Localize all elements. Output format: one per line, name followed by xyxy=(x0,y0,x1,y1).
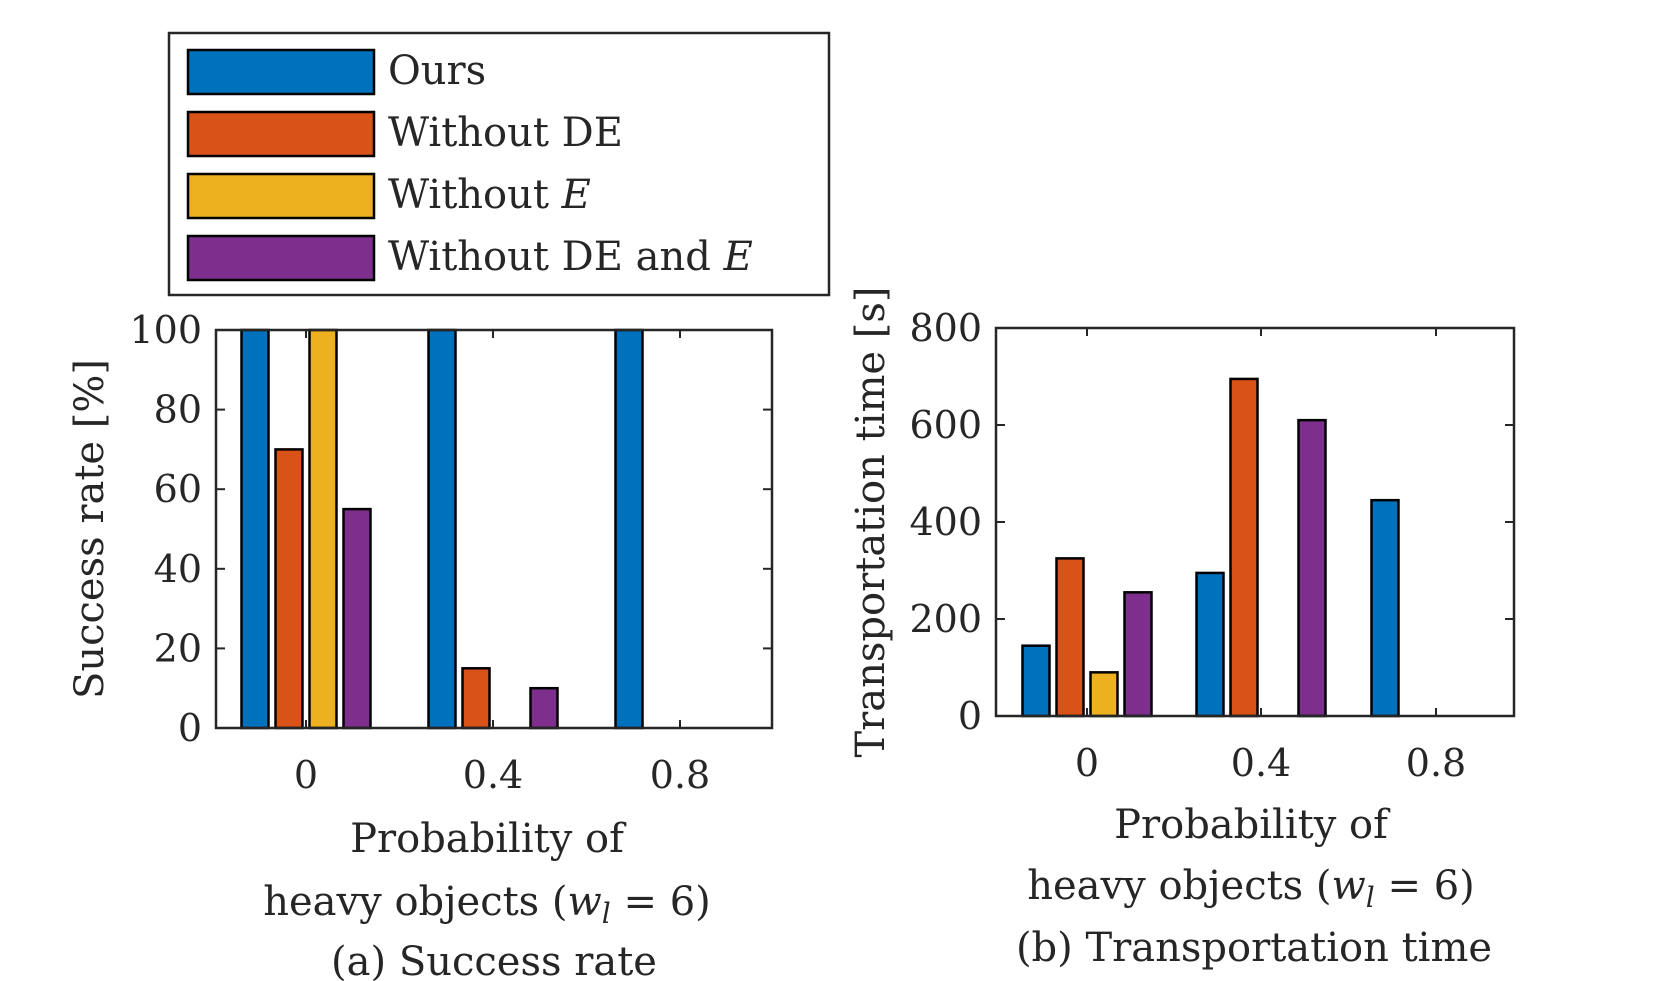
chart-a-bar-without-de-and-e-0 xyxy=(342,507,372,730)
legend: Ours Without DE Without E Without DE and E xyxy=(167,31,831,297)
chart-b-caption: (b) Transportation time xyxy=(1016,925,1492,971)
chart-a-ytick-label: 60 xyxy=(154,467,202,511)
legend-swatch-without-de-and-e xyxy=(186,234,376,282)
chart-b-ytick-label: 0 xyxy=(958,694,982,738)
chart-b-xlabel-line1: Probability of xyxy=(1114,802,1391,848)
chart-a-bar-without-e-0 xyxy=(308,328,338,730)
chart-b-ytick-label: 600 xyxy=(909,403,982,447)
chart-b-ytick-label: 800 xyxy=(909,306,982,350)
chart-a-caption: (a) Success rate xyxy=(331,939,657,981)
legend-swatch-ours xyxy=(186,48,376,96)
chart-b-bar-ours-0 xyxy=(1021,644,1051,718)
chart-a-xlabel-line1: Probability of xyxy=(350,816,627,862)
chart-b-bar-without-de-0 xyxy=(1055,557,1085,718)
chart-a-bar-without-de-0-4 xyxy=(461,667,491,730)
chart-a-ytick-label: 100 xyxy=(129,308,202,352)
chart-a-ylabel: Success rate [%] xyxy=(67,359,113,699)
chart-b-xtick-label: 0 xyxy=(1075,741,1099,785)
chart-a-ytick-label: 0 xyxy=(178,706,202,750)
chart-b-xtick-label: 0.8 xyxy=(1406,741,1466,785)
chart-a-xtick-label: 0.8 xyxy=(650,753,710,797)
legend-label-without-de: Without DE xyxy=(388,110,623,156)
legend-label-ours: Ours xyxy=(388,48,486,94)
chart-transportation-time: 0 0.4 0.8 0 200 400 600 800 Transportation time… xyxy=(848,286,1516,971)
chart-b-bar-without-de-and-e-0 xyxy=(1123,591,1153,718)
chart-a-bar-ours-0 xyxy=(240,328,270,730)
chart-a-bar-without-de-and-e-0-4 xyxy=(529,686,559,730)
chart-b-bar-without-de-0-4 xyxy=(1229,377,1259,718)
chart-a-ytick-label: 80 xyxy=(154,388,202,432)
chart-b-bar-without-e-0 xyxy=(1089,671,1119,718)
chart-b-ylabel: Transportation time [s] xyxy=(848,286,894,757)
legend-swatch-without-de xyxy=(186,110,376,158)
chart-b-ytick-label: 400 xyxy=(909,500,982,544)
chart-success-rate: 0 0.4 0.8 0 20 40 60 80 100 Success rate [%] Pro… xyxy=(67,308,774,981)
chart-a-bar-ours-0-4 xyxy=(427,328,457,730)
chart-b-xlabel-line2: heavy objects (wl = 6) xyxy=(1027,863,1475,914)
chart-b-xtick-label: 0.4 xyxy=(1231,741,1291,785)
chart-a-ytick-label: 20 xyxy=(154,626,202,670)
legend-swatch-without-e xyxy=(186,172,376,220)
chart-a-bar-ours-0-8 xyxy=(614,328,644,730)
chart-a-xtick-label: 0.4 xyxy=(463,753,523,797)
chart-b-bar-without-de-and-e-0-4 xyxy=(1297,418,1327,718)
legend-label-without-e: Without E xyxy=(388,172,591,218)
chart-a-bar-without-de-0 xyxy=(274,448,304,730)
chart-a-ytick-label: 40 xyxy=(154,547,202,591)
chart-b-ytick-label: 200 xyxy=(909,597,982,641)
chart-a-xlabel-line2: heavy objects (wl = 6) xyxy=(263,879,711,930)
legend-label-without-de-and-e: Without DE and E xyxy=(388,234,753,280)
chart-b-bar-ours-0-8 xyxy=(1370,498,1400,718)
chart-a-xtick-label: 0 xyxy=(294,753,318,797)
chart-b-bar-ours-0-4 xyxy=(1195,571,1225,718)
